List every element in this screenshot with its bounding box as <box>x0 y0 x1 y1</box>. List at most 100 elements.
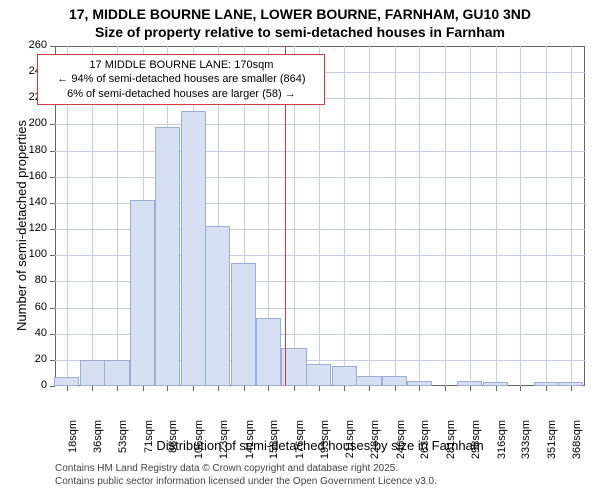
histogram-bar <box>205 226 230 386</box>
x-tick-label: 18sqm <box>67 420 79 468</box>
y-tick-label: 120 <box>21 222 47 234</box>
x-tick-mark <box>294 386 295 391</box>
x-tick-label: 158sqm <box>268 420 280 468</box>
x-tick-label: 71sqm <box>143 420 155 468</box>
x-tick-mark <box>167 386 168 391</box>
grid-line-vertical <box>496 46 497 386</box>
y-tick-mark <box>50 177 55 178</box>
x-tick-label: 368sqm <box>571 420 583 468</box>
x-tick-label: 211sqm <box>344 420 356 468</box>
histogram-bar <box>181 111 206 386</box>
y-tick-mark <box>50 255 55 256</box>
x-tick-label: 123sqm <box>218 420 230 468</box>
y-tick-mark <box>50 124 55 125</box>
histogram-bar <box>483 382 508 386</box>
x-tick-mark <box>395 386 396 391</box>
histogram-bar <box>382 376 407 386</box>
y-tick-label: 180 <box>21 144 47 156</box>
y-tick-label: 0 <box>21 379 47 391</box>
x-tick-mark <box>143 386 144 391</box>
y-tick-label: 80 <box>21 274 47 286</box>
grid-line-vertical <box>445 46 446 386</box>
histogram-bar <box>256 318 281 386</box>
y-tick-label: 160 <box>21 170 47 182</box>
footer-line2: Contains public sector information licen… <box>55 475 437 488</box>
x-tick-mark <box>445 386 446 391</box>
x-tick-mark <box>319 386 320 391</box>
grid-line-vertical <box>520 46 521 386</box>
histogram-bar <box>130 200 155 386</box>
x-tick-label: 298sqm <box>470 420 482 468</box>
x-tick-mark <box>67 386 68 391</box>
histogram-bar <box>407 381 432 386</box>
y-tick-label: 100 <box>21 248 47 260</box>
x-tick-label: 88sqm <box>167 420 179 468</box>
annotation-line: 6% of semi-detached houses are larger (5… <box>44 87 318 101</box>
x-tick-mark <box>268 386 269 391</box>
x-tick-label: 228sqm <box>369 420 381 468</box>
chart-titles: 17, MIDDLE BOURNE LANE, LOWER BOURNE, FA… <box>0 6 600 41</box>
y-tick-label: 20 <box>21 353 47 365</box>
y-tick-mark <box>50 46 55 47</box>
histogram-bar <box>558 382 583 386</box>
x-tick-label: 176sqm <box>294 420 306 468</box>
annotation-box: 17 MIDDLE BOURNE LANE: 170sqm← 94% of se… <box>37 54 325 105</box>
grid-line-vertical <box>571 46 572 386</box>
x-tick-mark <box>193 386 194 391</box>
chart-title-line1: 17, MIDDLE BOURNE LANE, LOWER BOURNE, FA… <box>0 6 600 24</box>
annotation-line: ← 94% of semi-detached houses are smalle… <box>44 72 318 86</box>
histogram-bar <box>104 360 129 386</box>
x-tick-mark <box>117 386 118 391</box>
x-tick-mark <box>218 386 219 391</box>
y-tick-mark <box>50 281 55 282</box>
y-tick-mark <box>50 360 55 361</box>
x-tick-label: 193sqm <box>319 420 331 468</box>
grid-line-vertical <box>344 46 345 386</box>
x-tick-mark <box>244 386 245 391</box>
x-tick-label: 351sqm <box>546 420 558 468</box>
x-tick-mark <box>470 386 471 391</box>
x-tick-mark <box>520 386 521 391</box>
x-tick-label: 106sqm <box>193 420 205 468</box>
x-tick-mark <box>496 386 497 391</box>
y-tick-label: 260 <box>21 39 47 51</box>
y-tick-label: 60 <box>21 301 47 313</box>
y-tick-label: 140 <box>21 196 47 208</box>
x-tick-mark <box>419 386 420 391</box>
property-size-chart: 17, MIDDLE BOURNE LANE, LOWER BOURNE, FA… <box>0 0 600 500</box>
y-tick-mark <box>50 386 55 387</box>
histogram-bar <box>332 366 357 386</box>
y-tick-mark <box>50 151 55 152</box>
x-tick-mark <box>92 386 93 391</box>
y-tick-label: 40 <box>21 327 47 339</box>
histogram-bar <box>457 381 482 386</box>
y-tick-mark <box>50 229 55 230</box>
x-tick-label: 333sqm <box>520 420 532 468</box>
grid-line-horizontal <box>55 124 585 125</box>
histogram-bar <box>80 360 105 386</box>
x-tick-mark <box>571 386 572 391</box>
histogram-bar <box>306 364 331 386</box>
histogram-bar <box>54 377 79 386</box>
x-tick-label: 53sqm <box>117 420 129 468</box>
grid-line-vertical <box>546 46 547 386</box>
histogram-bar <box>231 263 256 386</box>
annotation-line: 17 MIDDLE BOURNE LANE: 170sqm <box>44 58 318 72</box>
histogram-bar <box>356 376 381 386</box>
grid-line-horizontal <box>55 177 585 178</box>
x-tick-label: 316sqm <box>496 420 508 468</box>
histogram-bar <box>534 382 559 386</box>
y-tick-mark <box>50 308 55 309</box>
x-tick-label: 141sqm <box>244 420 256 468</box>
grid-line-vertical <box>470 46 471 386</box>
x-tick-label: 281sqm <box>445 420 457 468</box>
histogram-bar <box>155 127 180 386</box>
grid-line-vertical <box>419 46 420 386</box>
grid-line-horizontal <box>55 151 585 152</box>
x-tick-mark <box>546 386 547 391</box>
y-tick-mark <box>50 203 55 204</box>
x-tick-mark <box>369 386 370 391</box>
y-tick-label: 200 <box>21 117 47 129</box>
x-tick-label: 263sqm <box>419 420 431 468</box>
grid-line-vertical <box>369 46 370 386</box>
